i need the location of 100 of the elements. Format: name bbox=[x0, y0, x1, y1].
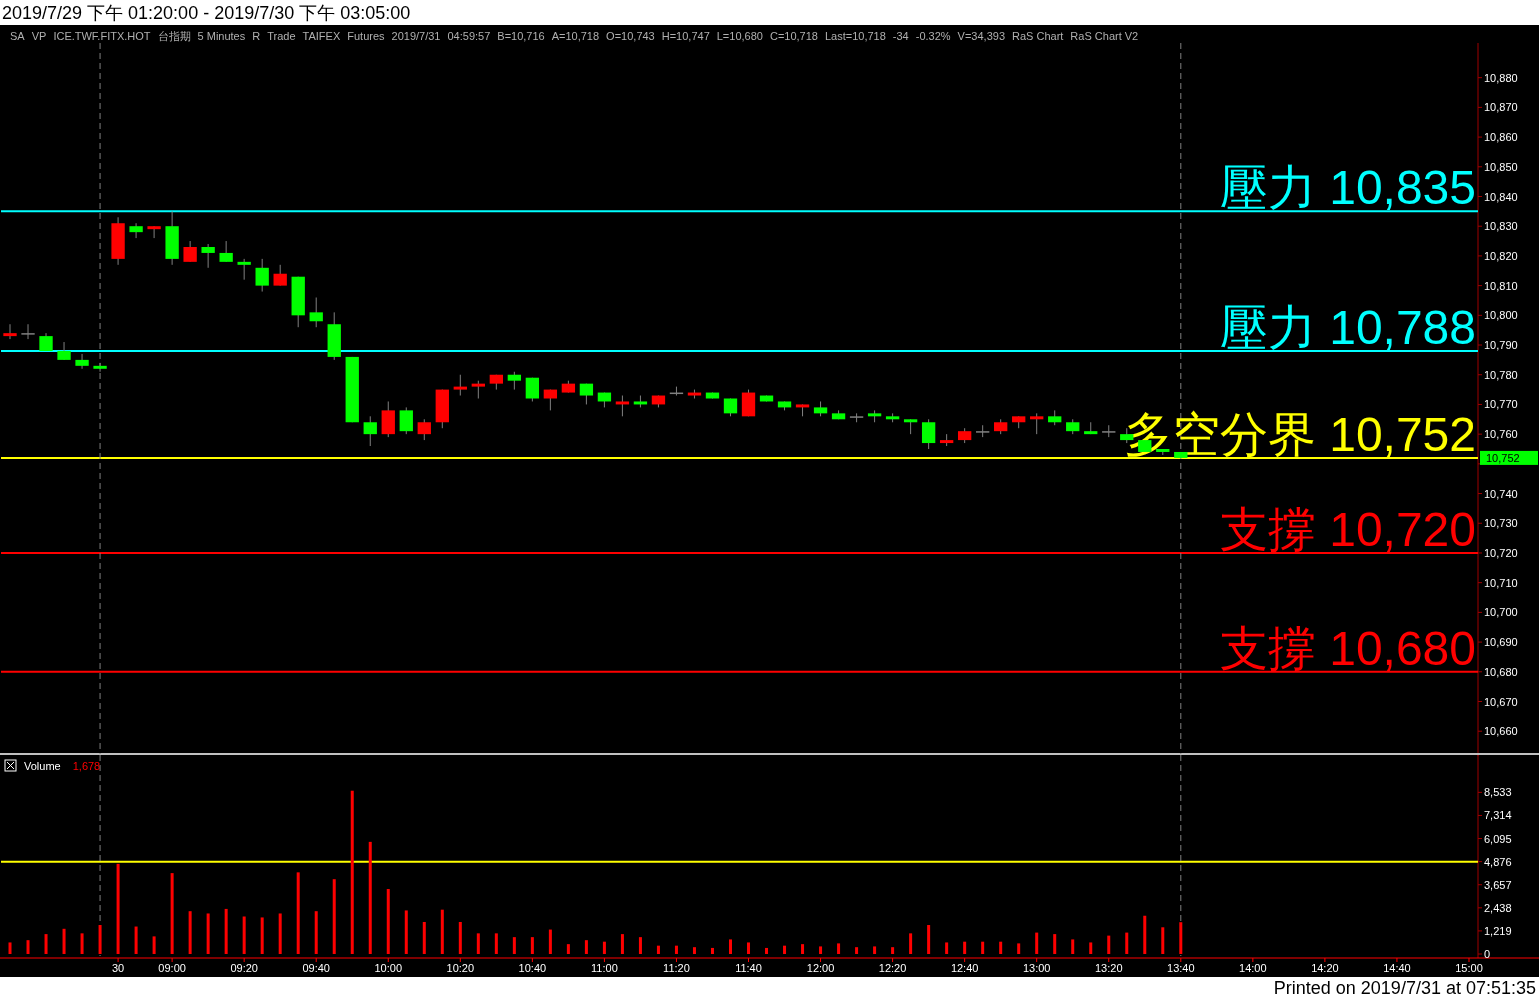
candlestick bbox=[129, 222, 143, 239]
ref-line-label: 支撐 10,680 bbox=[1219, 621, 1476, 675]
candlestick bbox=[399, 406, 413, 435]
text: 04:59:57 bbox=[447, 30, 491, 42]
candlestick bbox=[921, 418, 936, 450]
text: 台指期 bbox=[157, 30, 191, 42]
x-tick-label: 13:40 bbox=[1167, 962, 1195, 974]
text: 2019/7/31 bbox=[391, 30, 441, 42]
text: -34 bbox=[892, 30, 909, 42]
x-tick-label: 11:20 bbox=[663, 962, 690, 974]
y-tick-label: 10,830 bbox=[1484, 220, 1518, 233]
y-tick-label: 6,095 bbox=[1484, 832, 1512, 845]
candlestick bbox=[363, 415, 377, 447]
y-tick-label: 10,860 bbox=[1484, 131, 1518, 144]
y-tick-label: 10,820 bbox=[1484, 249, 1518, 262]
ref-line-label: 壓力 10,835 bbox=[1219, 161, 1476, 215]
candlestick bbox=[219, 240, 233, 263]
y-tick-label: 4,876 bbox=[1484, 855, 1512, 868]
y-tick-label: 10,810 bbox=[1484, 279, 1518, 292]
x-tick-label: 12:40 bbox=[950, 962, 979, 974]
x-tick-label: 11:40 bbox=[735, 962, 762, 974]
y-tick-label: 10,880 bbox=[1484, 71, 1518, 84]
candlestick bbox=[201, 243, 215, 269]
text: H=10,747 bbox=[661, 30, 710, 42]
y-tick-label: 10,720 bbox=[1484, 546, 1518, 559]
candlestick bbox=[237, 258, 251, 281]
text: RaS Chart bbox=[1012, 30, 1064, 42]
x-tick-label: 10:40 bbox=[518, 962, 547, 974]
y-tick-label: 10,850 bbox=[1484, 160, 1518, 173]
y-tick-label: 10,680 bbox=[1484, 665, 1518, 678]
text: RaS Chart V2 bbox=[1070, 30, 1139, 42]
text: R bbox=[252, 30, 261, 42]
y-tick-label: 10,670 bbox=[1484, 695, 1518, 708]
candlestick bbox=[309, 297, 323, 328]
y-tick-label: 3,657 bbox=[1484, 878, 1512, 891]
y-tick-label: 1,219 bbox=[1484, 924, 1512, 937]
x-tick-label: 12:00 bbox=[806, 962, 835, 974]
candlestick bbox=[417, 418, 431, 441]
y-tick-label: 10,780 bbox=[1484, 368, 1518, 381]
candlestick bbox=[147, 225, 161, 239]
y-tick-label: 10,800 bbox=[1484, 309, 1518, 322]
y-tick-label: 8,533 bbox=[1484, 786, 1512, 799]
annotation: Volume bbox=[24, 760, 61, 772]
x-tick-label: 13:00 bbox=[1022, 962, 1051, 974]
ref-line-label: 壓力 10,788 bbox=[1219, 300, 1476, 354]
y-tick-label: 10,870 bbox=[1484, 101, 1518, 114]
text: L=10,680 bbox=[716, 30, 763, 42]
y-tick-label: 10,840 bbox=[1484, 190, 1518, 203]
text: B=10,716 bbox=[497, 30, 545, 42]
text: 10,752 bbox=[1486, 451, 1520, 464]
candlestick bbox=[453, 374, 467, 397]
x-tick-label: 11:00 bbox=[591, 962, 618, 974]
candlestick bbox=[615, 395, 630, 417]
x-tick-label: 09:40 bbox=[302, 962, 330, 974]
y-tick-label: 10,760 bbox=[1484, 428, 1518, 441]
x-tick-label: 10:00 bbox=[374, 962, 403, 974]
text: V=34,393 bbox=[957, 30, 1005, 42]
text: A=10,718 bbox=[551, 30, 600, 42]
text: 5 Minutes bbox=[197, 30, 246, 42]
x-tick-label: 15:00 bbox=[1455, 962, 1483, 974]
candlestick bbox=[381, 400, 395, 438]
candlestick bbox=[3, 323, 17, 340]
candlestick bbox=[75, 353, 89, 370]
annotation: 1,678 bbox=[72, 760, 101, 772]
y-tick-label: 10,700 bbox=[1484, 606, 1518, 619]
text: ICE.TWF.FITX.HOT bbox=[53, 30, 151, 42]
text: C=10,718 bbox=[769, 30, 818, 42]
x-tick-label: 09:00 bbox=[158, 962, 186, 974]
y-tick-label: 10,690 bbox=[1484, 636, 1518, 649]
candlestick bbox=[273, 264, 287, 287]
text: TAIFEX bbox=[302, 30, 341, 42]
y-tick-label: 10,660 bbox=[1484, 725, 1518, 738]
x-tick-label: 10:20 bbox=[446, 962, 475, 974]
candlestick bbox=[21, 323, 35, 340]
text: O=10,743 bbox=[606, 30, 655, 42]
y-tick-label: 7,314 bbox=[1484, 809, 1512, 822]
ref-line-label: 支撐 10,720 bbox=[1219, 502, 1476, 556]
x-tick-label: 14:00 bbox=[1239, 962, 1267, 974]
candlestick bbox=[183, 240, 197, 263]
x-tick-label: 09:20 bbox=[230, 962, 258, 974]
candlestick bbox=[57, 341, 71, 361]
y-tick-label: 10,790 bbox=[1484, 339, 1518, 352]
candlestick bbox=[93, 362, 107, 373]
text: Last=10,718 bbox=[824, 30, 886, 42]
text: SA bbox=[10, 30, 26, 42]
y-tick-label: 10,710 bbox=[1484, 576, 1518, 589]
y-tick-label: 10,730 bbox=[1484, 517, 1518, 530]
y-tick-label: 10,770 bbox=[1484, 398, 1518, 411]
chart-title: 2019/7/29 下午 01:20:00 - 2019/7/30 下午 03:05:00 bbox=[2, 3, 411, 23]
x-tick-label: 30 bbox=[111, 962, 125, 974]
text: Trade bbox=[267, 30, 296, 42]
text: VP bbox=[31, 30, 47, 42]
x-tick-label: 13:20 bbox=[1094, 962, 1123, 974]
x-tick-label: 12:20 bbox=[878, 962, 907, 974]
x-tick-label: 14:40 bbox=[1383, 962, 1411, 974]
text: Futures bbox=[347, 30, 386, 42]
candlestick bbox=[1030, 412, 1044, 435]
text: Printed on 2019/7/31 at 07:51:35 bbox=[1273, 978, 1536, 998]
y-tick-label: 0 bbox=[1484, 948, 1491, 960]
y-tick-label: 10,740 bbox=[1484, 487, 1518, 500]
